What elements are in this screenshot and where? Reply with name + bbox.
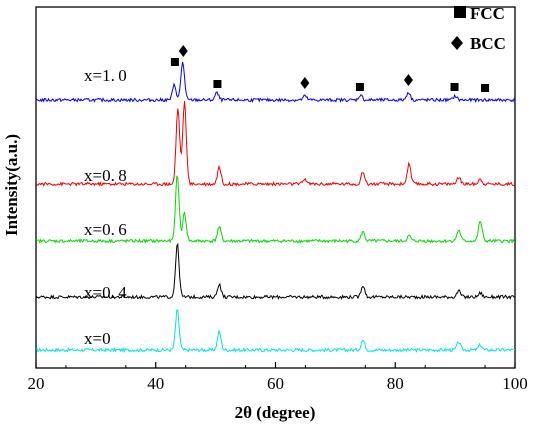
- fcc-marker: [213, 80, 222, 88]
- legend-fcc-label: FCC: [470, 4, 505, 23]
- x-tick-label: 100: [502, 374, 528, 393]
- bcc-marker: [403, 74, 413, 86]
- x-tick-label: 60: [267, 374, 284, 393]
- series-label-0: x=0: [84, 329, 111, 348]
- x-tick-label: 20: [28, 374, 45, 393]
- series-line-4: [35, 61, 515, 104]
- series-line-0: [35, 309, 516, 354]
- y-axis-title: Intensity(a.u.): [2, 134, 21, 236]
- bcc-marker: [300, 77, 310, 89]
- phase-marker-layer: [170, 45, 490, 92]
- x-axis-title: 2θ (degree): [235, 403, 316, 422]
- legend-square-icon: [454, 6, 466, 18]
- legend: FCC BCC: [451, 4, 506, 53]
- series-label-1: x=0. 4: [84, 283, 127, 302]
- series-label-layer: x=0 x=0. 4 x=0. 6 x=0. 8 x=1. 0: [84, 66, 127, 348]
- fcc-marker: [450, 83, 459, 91]
- series-line-1: [35, 242, 516, 301]
- series-label-3: x=0. 8: [84, 166, 127, 185]
- series-line-3: [35, 101, 516, 187]
- plot-frame: [35, 6, 516, 369]
- legend-bcc-label: BCC: [470, 34, 506, 53]
- bcc-marker: [178, 45, 188, 57]
- series-layer: [35, 61, 516, 354]
- x-axis-ticks: 20 40 60 80 100: [28, 362, 528, 393]
- series-line-2: [35, 175, 516, 245]
- fcc-marker: [170, 58, 179, 66]
- series-label-4: x=1. 0: [84, 66, 127, 85]
- fcc-marker: [355, 83, 364, 91]
- x-tick-label: 40: [147, 374, 164, 393]
- series-label-2: x=0. 6: [84, 220, 127, 239]
- x-tick-label: 80: [387, 374, 404, 393]
- fcc-marker: [481, 84, 490, 92]
- legend-diamond-icon: [451, 36, 463, 50]
